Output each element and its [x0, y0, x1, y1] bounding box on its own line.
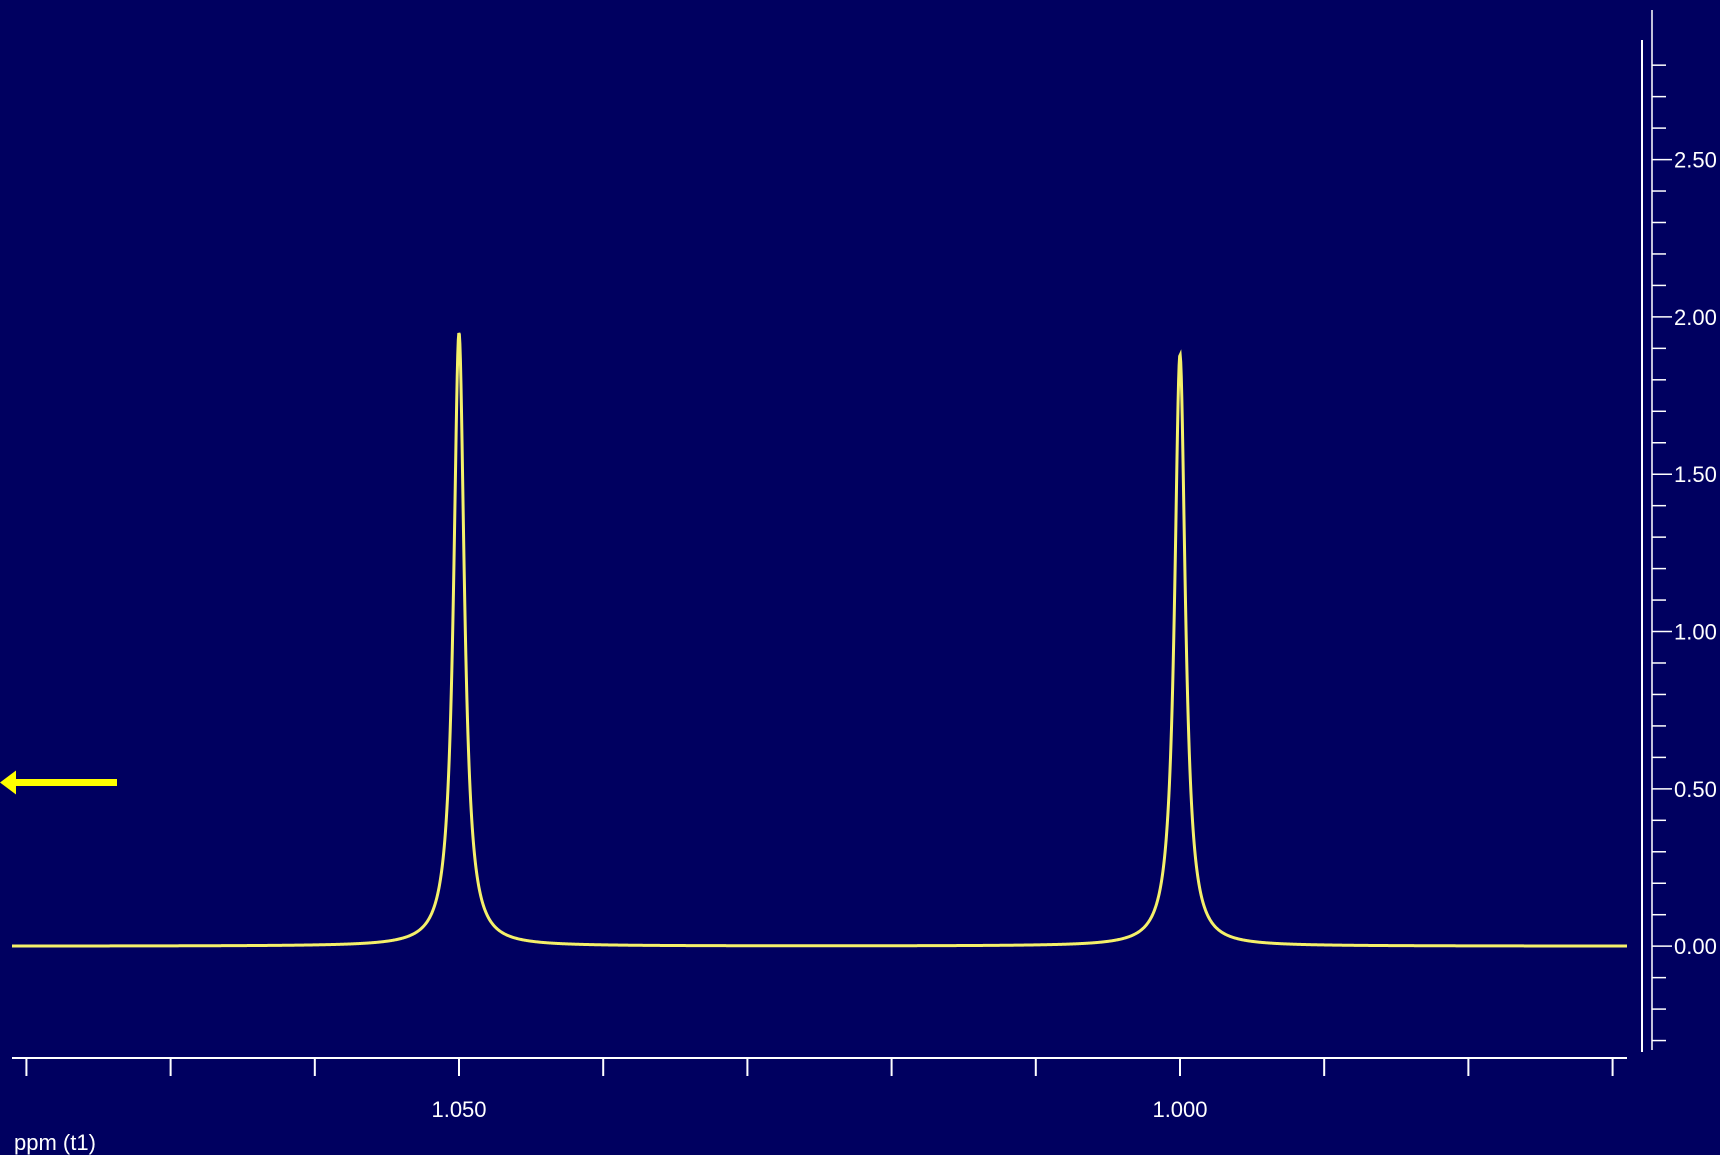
x-axis-label: ppm (t1)	[14, 1130, 96, 1155]
spectrum-line	[12, 332, 1627, 948]
reference-arrow	[0, 770, 117, 795]
y-tick-label: 0.00	[1674, 934, 1717, 959]
y-tick-label: 2.00	[1674, 305, 1717, 330]
y-tick-label: 1.50	[1674, 462, 1717, 487]
y-tick-label: 0.50	[1674, 777, 1717, 802]
y-tick-label: 1.00	[1674, 620, 1717, 645]
x-tick-label: 1.000	[1152, 1097, 1207, 1122]
arrow-head	[0, 770, 16, 795]
y-axis: 0.00 0.50 1.00 1.50 2.00 2.50	[1641, 10, 1717, 1052]
x-axis: 1.050 1.000	[12, 1057, 1627, 1122]
x-tick-label: 1.050	[431, 1097, 486, 1122]
y-tick-label: 2.50	[1674, 148, 1717, 173]
